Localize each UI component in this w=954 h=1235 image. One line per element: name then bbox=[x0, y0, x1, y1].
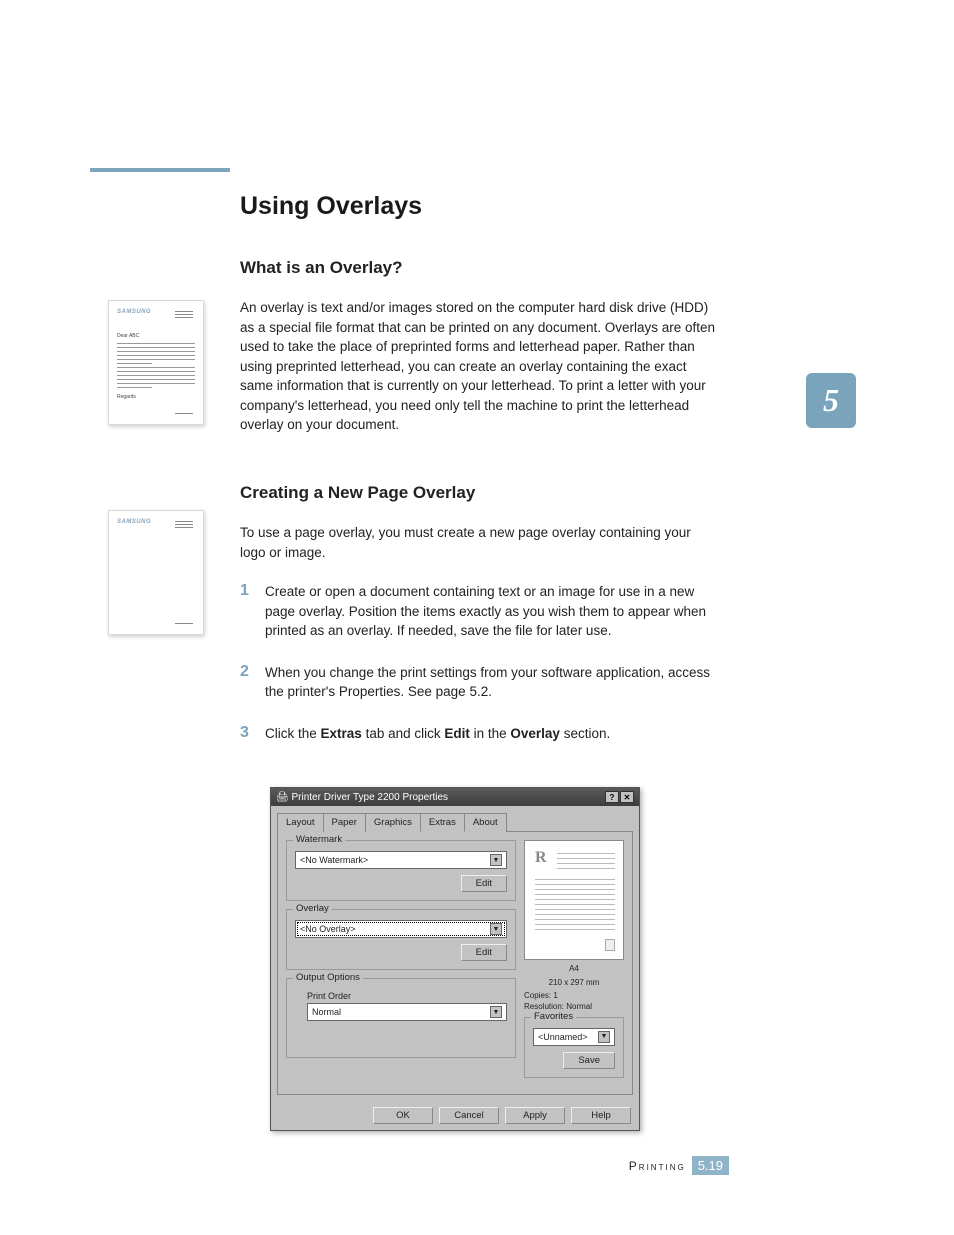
step-1-body: Create or open a document containing tex… bbox=[265, 582, 720, 641]
chevron-down-icon: ▼ bbox=[598, 1031, 610, 1043]
section2-heading: Creating a New Page Overlay bbox=[240, 483, 475, 503]
page-footer: Printing 5.19 bbox=[629, 1156, 729, 1175]
cancel-button[interactable]: Cancel bbox=[439, 1107, 499, 1124]
favorites-save-button[interactable]: Save bbox=[563, 1052, 615, 1069]
help-button[interactable]: Help bbox=[571, 1107, 631, 1124]
overlay-label: Overlay bbox=[293, 903, 332, 914]
preview-corner-icon bbox=[605, 939, 615, 951]
tab-paper[interactable]: Paper bbox=[323, 813, 366, 832]
dialog-window-controls: ? ✕ bbox=[605, 791, 634, 803]
thumb1-regards: Regards bbox=[117, 394, 195, 400]
preview-dims: 210 x 297 mm bbox=[524, 978, 624, 988]
printer-properties-dialog: 🖨 Printer Driver Type 2200 Properties ? … bbox=[270, 787, 640, 1131]
ok-button[interactable]: OK bbox=[373, 1107, 433, 1124]
step-2-body: When you change the print settings from … bbox=[265, 663, 720, 702]
dialog-titlebar: 🖨 Printer Driver Type 2200 Properties ? … bbox=[271, 788, 639, 806]
step-1-num: 1 bbox=[240, 582, 265, 641]
print-order-value: Normal bbox=[312, 1007, 341, 1017]
step-1: 1 Create or open a document containing t… bbox=[240, 582, 720, 641]
preview-r-glyph: R bbox=[535, 849, 547, 867]
output-options-group: Output Options Print Order Normal ▼ bbox=[286, 978, 516, 1058]
apply-button[interactable]: Apply bbox=[505, 1107, 565, 1124]
thumb1-footerline bbox=[175, 413, 193, 414]
preview-resolution: Resolution: Normal bbox=[524, 1002, 624, 1011]
tab-about[interactable]: About bbox=[464, 813, 507, 832]
favorites-group: Favorites <Unnamed> ▼ Save bbox=[524, 1017, 624, 1078]
top-rule bbox=[90, 168, 230, 172]
dialog-close-button[interactable]: ✕ bbox=[620, 791, 634, 803]
thumb2-footerline bbox=[175, 623, 193, 624]
section2-intro: To use a page overlay, you must create a… bbox=[240, 523, 710, 562]
watermark-dropdown[interactable]: <No Watermark> ▼ bbox=[295, 851, 507, 869]
thumb1-toplines bbox=[175, 311, 193, 320]
watermark-label: Watermark bbox=[293, 834, 345, 845]
step-3-num: 3 bbox=[240, 724, 265, 744]
step-2: 2 When you change the print settings fro… bbox=[240, 663, 720, 702]
chapter-tab: 5 bbox=[806, 373, 856, 428]
favorites-dropdown[interactable]: <Unnamed> ▼ bbox=[533, 1028, 615, 1046]
thumb2-toplines bbox=[175, 521, 193, 530]
overlay-value: <No Overlay> bbox=[300, 924, 356, 934]
print-order-dropdown[interactable]: Normal ▼ bbox=[307, 1003, 507, 1021]
section1-body: An overlay is text and/or images stored … bbox=[240, 298, 720, 435]
step-2-num: 2 bbox=[240, 663, 265, 702]
preview-copies: Copies: 1 bbox=[524, 991, 624, 1000]
watermark-group: Watermark <No Watermark> ▼ Edit bbox=[286, 840, 516, 901]
overlay-dropdown[interactable]: <No Overlay> ▼ bbox=[295, 920, 507, 938]
output-options-label: Output Options bbox=[293, 972, 363, 983]
section1-heading: What is an Overlay? bbox=[240, 258, 403, 278]
step-3: 3 Click the Extras tab and click Edit in… bbox=[240, 724, 720, 744]
step-3-body: Click the Extras tab and click Edit in t… bbox=[265, 724, 720, 744]
letterhead-thumbnail-1: SAMSUNG Dear ABC Regards bbox=[108, 300, 204, 425]
overlay-edit-button[interactable]: Edit bbox=[461, 944, 507, 961]
print-order-label: Print Order bbox=[307, 991, 507, 1001]
thumb1-dear: Dear ABC bbox=[117, 333, 195, 339]
letterhead-thumbnail-2: SAMSUNG bbox=[108, 510, 204, 635]
dialog-help-button[interactable]: ? bbox=[605, 791, 619, 803]
steps-list: 1 Create or open a document containing t… bbox=[240, 582, 720, 765]
footer-section-label: Printing bbox=[629, 1159, 686, 1173]
overlay-group: Overlay <No Overlay> ▼ Edit bbox=[286, 909, 516, 970]
chevron-down-icon: ▼ bbox=[490, 923, 502, 935]
main-title: Using Overlays bbox=[240, 192, 422, 221]
dialog-button-row: OK Cancel Apply Help bbox=[271, 1101, 639, 1130]
chevron-down-icon: ▼ bbox=[490, 854, 502, 866]
favorites-label: Favorites bbox=[531, 1011, 576, 1022]
preview-paper: A4 bbox=[524, 964, 624, 974]
tab-graphics[interactable]: Graphics bbox=[365, 813, 421, 832]
page-preview: R bbox=[524, 840, 624, 960]
footer-page-number: 5.19 bbox=[692, 1156, 729, 1175]
tab-extras[interactable]: Extras bbox=[420, 813, 465, 832]
tab-layout[interactable]: Layout bbox=[277, 813, 324, 832]
thumb1-bodylines bbox=[117, 343, 195, 388]
favorites-value: <Unnamed> bbox=[538, 1032, 588, 1042]
dialog-title: 🖨 Printer Driver Type 2200 Properties bbox=[276, 792, 448, 803]
watermark-value: <No Watermark> bbox=[300, 855, 368, 865]
watermark-edit-button[interactable]: Edit bbox=[461, 875, 507, 892]
chevron-down-icon: ▼ bbox=[490, 1006, 502, 1018]
dialog-tabs: Layout Paper Graphics Extras About bbox=[277, 812, 633, 832]
